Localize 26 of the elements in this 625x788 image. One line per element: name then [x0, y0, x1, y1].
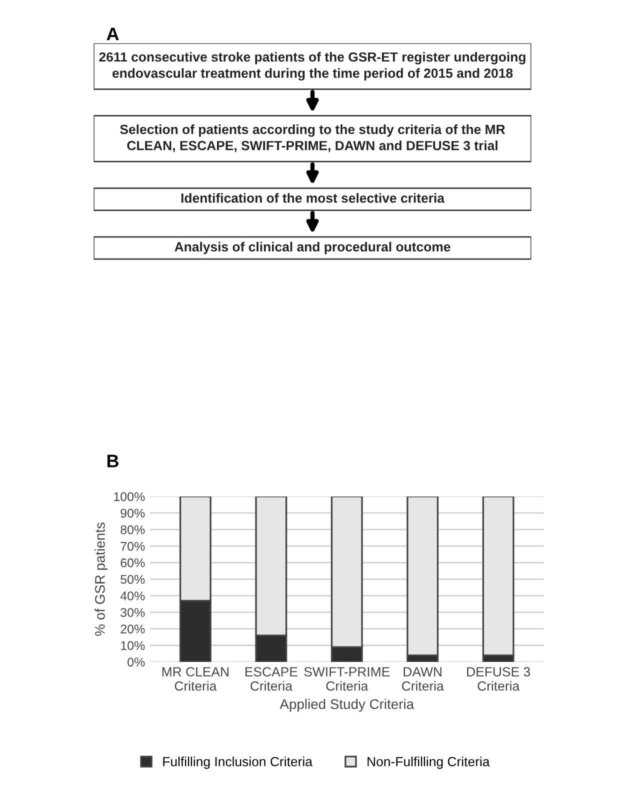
x-axis-title: Applied Study Criteria	[280, 698, 414, 712]
y-tick-label: 60%	[120, 558, 145, 568]
legend-label: Fulfilling Inclusion Criteria	[163, 756, 312, 769]
text: Analysis of clinical and procedural outcome	[174, 242, 450, 254]
legend-label: Non-Fulfilling Criteria	[368, 756, 490, 769]
text: A	[106, 28, 119, 40]
x-tick-label: DAWN Criteria	[402, 667, 444, 691]
y-tick-label: 20%	[120, 624, 145, 634]
x-tick-label: DEFUSE 3 Criteria	[467, 667, 530, 691]
y-tick-label: 80%	[120, 525, 145, 534]
y-tick-label: 30%	[120, 608, 145, 617]
y-tick-label: 50%	[120, 574, 145, 584]
y-tick-label: 10%	[121, 641, 145, 650]
y-tick-label: 100%	[114, 492, 145, 502]
text: Selection of patients according to the study criteria of the MR CLEAN, ESCAPE, SWIFT-PRIME, DAWN and DEFUSE 3 trial	[120, 124, 506, 152]
text: 2611 consecutive stroke patients of the GSR-ET register undergoing endovascular treatment during the time period of 2015 and 2018	[99, 52, 526, 81]
x-tick-label: ESCAPE Criteria	[245, 667, 298, 691]
chart-title: B	[107, 454, 118, 468]
y-tick-label: 70%	[120, 542, 145, 551]
y-axis-title: % of GSR patients	[94, 522, 108, 636]
y-tick-label: 0%	[128, 658, 145, 667]
text: Identification of the most selective criteria	[181, 193, 445, 203]
x-tick-label: MR CLEAN Criteria	[162, 667, 228, 691]
y-tick-label: 40%	[120, 592, 145, 600]
y-tick-label: 90%	[120, 508, 145, 518]
x-tick-label: SWIFT-PRIME Criteria	[304, 667, 390, 691]
